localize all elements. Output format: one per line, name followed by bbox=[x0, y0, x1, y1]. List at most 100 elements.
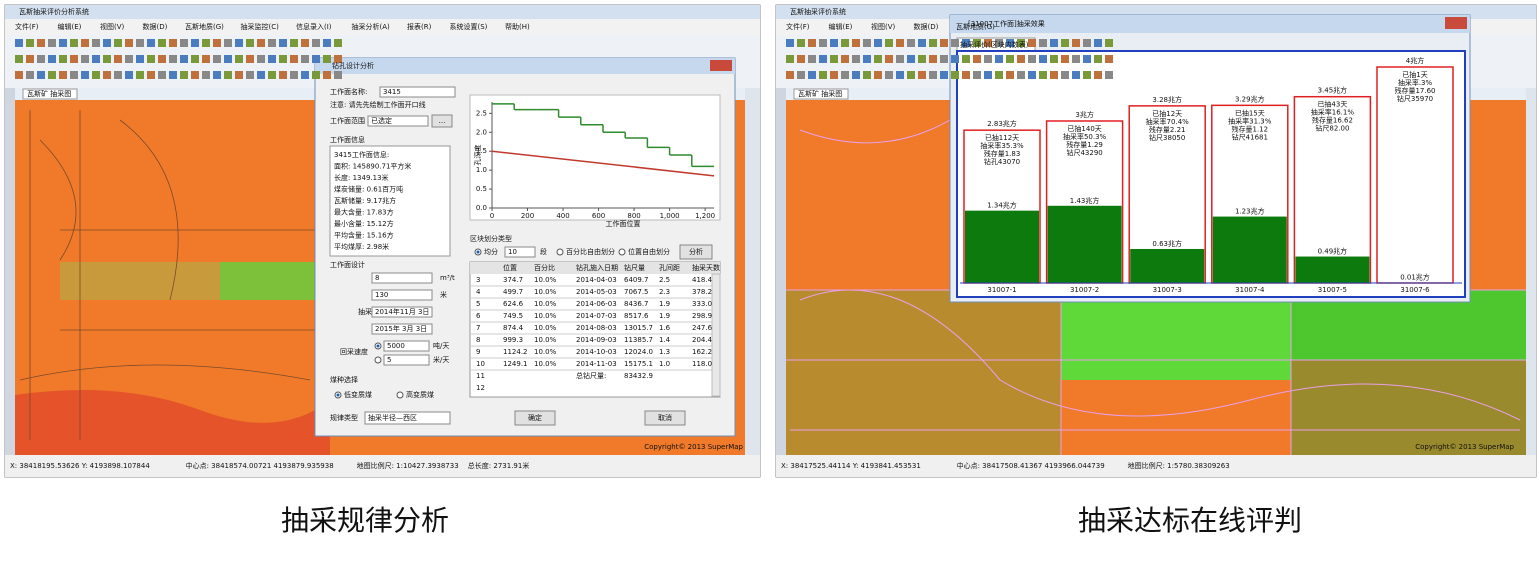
tool-icon[interactable] bbox=[92, 39, 100, 47]
tool-icon[interactable] bbox=[885, 55, 893, 63]
tool-icon[interactable] bbox=[191, 71, 199, 79]
tool-icon[interactable] bbox=[940, 71, 948, 79]
menu-item[interactable]: 帮助(H) bbox=[505, 22, 530, 31]
tool-icon[interactable] bbox=[37, 39, 45, 47]
tool-icon[interactable] bbox=[841, 71, 849, 79]
tool-icon[interactable] bbox=[257, 71, 265, 79]
map-tab[interactable] bbox=[793, 88, 849, 100]
tool-icon[interactable] bbox=[59, 71, 67, 79]
tool-icon[interactable] bbox=[797, 39, 805, 47]
menu-item[interactable]: 数据(D) bbox=[914, 22, 939, 31]
tool-icon[interactable] bbox=[1072, 71, 1080, 79]
tool-icon[interactable] bbox=[984, 39, 992, 47]
close-button[interactable] bbox=[710, 60, 732, 71]
tool-icon[interactable] bbox=[1072, 39, 1080, 47]
tool-icon[interactable] bbox=[973, 71, 981, 79]
tool-icon[interactable] bbox=[973, 55, 981, 63]
tool-icon[interactable] bbox=[1039, 55, 1047, 63]
tool-icon[interactable] bbox=[962, 71, 970, 79]
tool-icon[interactable] bbox=[213, 39, 221, 47]
tool-icon[interactable] bbox=[224, 71, 232, 79]
tool-icon[interactable] bbox=[92, 71, 100, 79]
tool-icon[interactable] bbox=[1105, 55, 1113, 63]
tool-icon[interactable] bbox=[786, 39, 794, 47]
tool-icon[interactable] bbox=[279, 71, 287, 79]
tool-icon[interactable] bbox=[147, 71, 155, 79]
tool-icon[interactable] bbox=[235, 55, 243, 63]
tool-icon[interactable] bbox=[1006, 39, 1014, 47]
tool-icon[interactable] bbox=[180, 39, 188, 47]
tool-icon[interactable] bbox=[257, 39, 265, 47]
tool-icon[interactable] bbox=[169, 71, 177, 79]
tool-icon[interactable] bbox=[103, 55, 111, 63]
tool-icon[interactable] bbox=[334, 55, 342, 63]
tool-icon[interactable] bbox=[125, 39, 133, 47]
tool-icon[interactable] bbox=[995, 71, 1003, 79]
tool-icon[interactable] bbox=[951, 39, 959, 47]
tool-icon[interactable] bbox=[1028, 39, 1036, 47]
tool-icon[interactable] bbox=[1017, 55, 1025, 63]
tool-icon[interactable] bbox=[951, 71, 959, 79]
tool-icon[interactable] bbox=[885, 71, 893, 79]
tool-icon[interactable] bbox=[268, 55, 276, 63]
tool-icon[interactable] bbox=[279, 39, 287, 47]
tool-icon[interactable] bbox=[246, 39, 254, 47]
tool-icon[interactable] bbox=[907, 71, 915, 79]
tool-icon[interactable] bbox=[48, 39, 56, 47]
tool-icon[interactable] bbox=[786, 55, 794, 63]
tool-icon[interactable] bbox=[235, 71, 243, 79]
tool-icon[interactable] bbox=[312, 55, 320, 63]
tool-icon[interactable] bbox=[103, 39, 111, 47]
input[interactable] bbox=[371, 323, 433, 335]
tool-icon[interactable] bbox=[26, 39, 34, 47]
tool-icon[interactable] bbox=[246, 71, 254, 79]
tool-icon[interactable] bbox=[940, 39, 948, 47]
tool-icon[interactable] bbox=[1006, 55, 1014, 63]
tool-icon[interactable] bbox=[290, 55, 298, 63]
input[interactable] bbox=[371, 306, 433, 318]
input[interactable] bbox=[383, 340, 430, 352]
tool-icon[interactable] bbox=[213, 55, 221, 63]
radio[interactable] bbox=[396, 391, 404, 399]
tool-icon[interactable] bbox=[81, 55, 89, 63]
tool-icon[interactable] bbox=[852, 55, 860, 63]
tool-icon[interactable] bbox=[852, 71, 860, 79]
tool-icon[interactable] bbox=[940, 55, 948, 63]
menu-item[interactable]: 抽采监控(C) bbox=[241, 22, 280, 31]
tool-icon[interactable] bbox=[962, 55, 970, 63]
radio[interactable] bbox=[374, 356, 382, 364]
tool-icon[interactable] bbox=[951, 55, 959, 63]
tool-icon[interactable] bbox=[147, 39, 155, 47]
tool-icon[interactable] bbox=[191, 55, 199, 63]
tool-icon[interactable] bbox=[1083, 55, 1091, 63]
input[interactable] bbox=[371, 272, 433, 284]
tool-icon[interactable] bbox=[202, 39, 210, 47]
tool-icon[interactable] bbox=[929, 71, 937, 79]
tool-icon[interactable] bbox=[59, 55, 67, 63]
tool-icon[interactable] bbox=[1017, 71, 1025, 79]
tool-icon[interactable] bbox=[70, 55, 78, 63]
tool-icon[interactable] bbox=[907, 55, 915, 63]
tool-icon[interactable] bbox=[874, 55, 882, 63]
tool-icon[interactable] bbox=[147, 55, 155, 63]
tool-icon[interactable] bbox=[1083, 71, 1091, 79]
tool-icon[interactable] bbox=[1105, 39, 1113, 47]
tool-icon[interactable] bbox=[918, 39, 926, 47]
tool-icon[interactable] bbox=[863, 39, 871, 47]
button[interactable] bbox=[514, 410, 556, 426]
menu-item[interactable]: 瓦斯地质(G) bbox=[956, 22, 995, 31]
tool-icon[interactable] bbox=[841, 39, 849, 47]
menu-item[interactable]: 报表(R) bbox=[407, 22, 432, 31]
tool-icon[interactable] bbox=[1050, 71, 1058, 79]
tool-icon[interactable] bbox=[1050, 55, 1058, 63]
map-tab[interactable] bbox=[22, 88, 78, 100]
tool-icon[interactable] bbox=[863, 71, 871, 79]
tool-icon[interactable] bbox=[48, 71, 56, 79]
tool-icon[interactable] bbox=[26, 71, 34, 79]
tool-icon[interactable] bbox=[1028, 55, 1036, 63]
tool-icon[interactable] bbox=[334, 71, 342, 79]
menu-item[interactable]: 信息录入(I) bbox=[296, 22, 332, 31]
tool-icon[interactable] bbox=[830, 39, 838, 47]
tool-icon[interactable] bbox=[1072, 55, 1080, 63]
tool-icon[interactable] bbox=[1017, 39, 1025, 47]
